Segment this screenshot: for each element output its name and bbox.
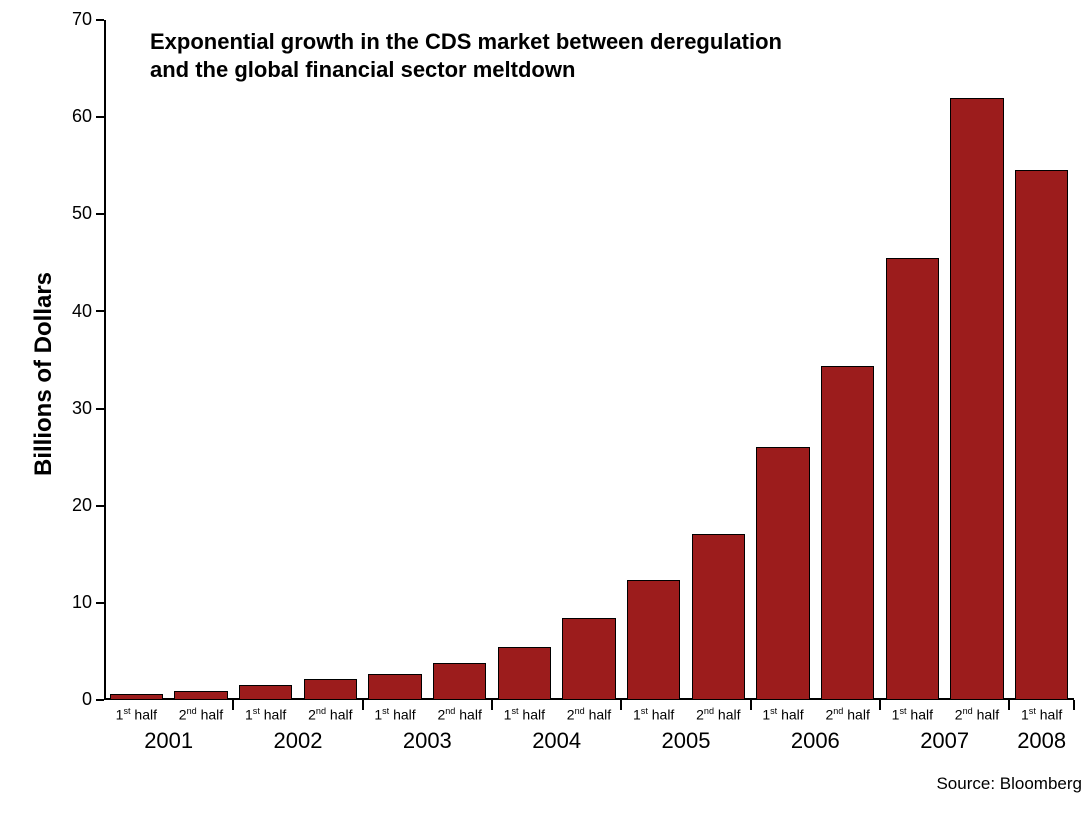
y-tick-label: 60 bbox=[72, 106, 92, 127]
x-group-tick bbox=[362, 700, 364, 710]
bar bbox=[304, 679, 357, 700]
x-group-tick bbox=[620, 700, 622, 710]
y-tick-label: 50 bbox=[72, 203, 92, 224]
x-year-label: 2002 bbox=[233, 728, 362, 754]
y-tick-mark bbox=[96, 310, 104, 312]
x-group-tick bbox=[491, 700, 493, 710]
x-sub-label: 1st half bbox=[363, 706, 428, 723]
x-sub-label: 2nd half bbox=[557, 706, 622, 723]
x-year-label: 2006 bbox=[751, 728, 880, 754]
x-year-label: 2008 bbox=[977, 728, 1092, 754]
y-tick-mark bbox=[96, 699, 104, 701]
x-sub-label: 2nd half bbox=[686, 706, 751, 723]
x-sub-label: 1st half bbox=[880, 706, 945, 723]
y-tick-label: 20 bbox=[72, 495, 92, 516]
y-tick-label: 30 bbox=[72, 398, 92, 419]
bar bbox=[627, 580, 680, 700]
bar bbox=[950, 98, 1003, 700]
x-year-label: 2001 bbox=[104, 728, 233, 754]
x-sub-label: 1st half bbox=[233, 706, 298, 723]
x-sub-label: 2nd half bbox=[815, 706, 880, 723]
x-sub-label: 1st half bbox=[751, 706, 816, 723]
y-tick-label: 10 bbox=[72, 592, 92, 613]
x-sub-label: 1st half bbox=[1009, 706, 1074, 723]
source-label: Source: Bloomberg bbox=[936, 774, 1082, 794]
bar bbox=[562, 618, 615, 700]
y-tick-mark bbox=[96, 602, 104, 604]
x-sub-label: 1st half bbox=[492, 706, 557, 723]
bar bbox=[110, 694, 163, 700]
y-tick-label: 0 bbox=[82, 689, 92, 710]
bar bbox=[368, 674, 421, 700]
y-tick-mark bbox=[96, 213, 104, 215]
y-tick-mark bbox=[96, 505, 104, 507]
x-group-tick bbox=[1073, 700, 1075, 710]
bar bbox=[1015, 170, 1068, 700]
x-group-tick bbox=[232, 700, 234, 710]
cds-growth-chart: Exponential growth in the CDS market bet… bbox=[0, 0, 1092, 823]
bar bbox=[692, 534, 745, 700]
y-tick-mark bbox=[96, 116, 104, 118]
chart-title: Exponential growth in the CDS market bet… bbox=[150, 28, 782, 83]
y-tick-mark bbox=[96, 408, 104, 410]
y-axis-label: Billions of Dollars bbox=[30, 272, 58, 476]
x-year-label: 2004 bbox=[492, 728, 621, 754]
x-group-tick bbox=[1008, 700, 1010, 710]
x-group-tick bbox=[879, 700, 881, 710]
bar bbox=[756, 447, 809, 700]
bar bbox=[886, 258, 939, 700]
x-sub-label: 2nd half bbox=[169, 706, 234, 723]
bar bbox=[821, 366, 874, 700]
x-sub-label: 2nd half bbox=[427, 706, 492, 723]
x-sub-label: 2nd half bbox=[298, 706, 363, 723]
y-tick-label: 40 bbox=[72, 301, 92, 322]
bar bbox=[433, 663, 486, 700]
bar bbox=[498, 647, 551, 700]
x-sub-label: 1st half bbox=[104, 706, 169, 723]
x-year-label: 2005 bbox=[621, 728, 750, 754]
x-group-tick bbox=[750, 700, 752, 710]
y-tick-mark bbox=[96, 19, 104, 21]
x-year-label: 2003 bbox=[363, 728, 492, 754]
bar bbox=[174, 691, 227, 700]
x-sub-label: 1st half bbox=[621, 706, 686, 723]
bar bbox=[239, 685, 292, 700]
y-tick-label: 70 bbox=[72, 9, 92, 30]
x-sub-label: 2nd half bbox=[945, 706, 1010, 723]
